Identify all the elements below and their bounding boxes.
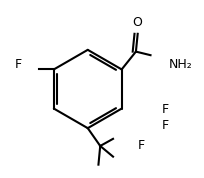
Text: F: F [162, 103, 169, 116]
Text: F: F [162, 119, 169, 132]
Text: F: F [137, 139, 145, 152]
Text: NH₂: NH₂ [169, 57, 193, 71]
Text: O: O [132, 16, 142, 29]
Text: F: F [15, 58, 22, 72]
